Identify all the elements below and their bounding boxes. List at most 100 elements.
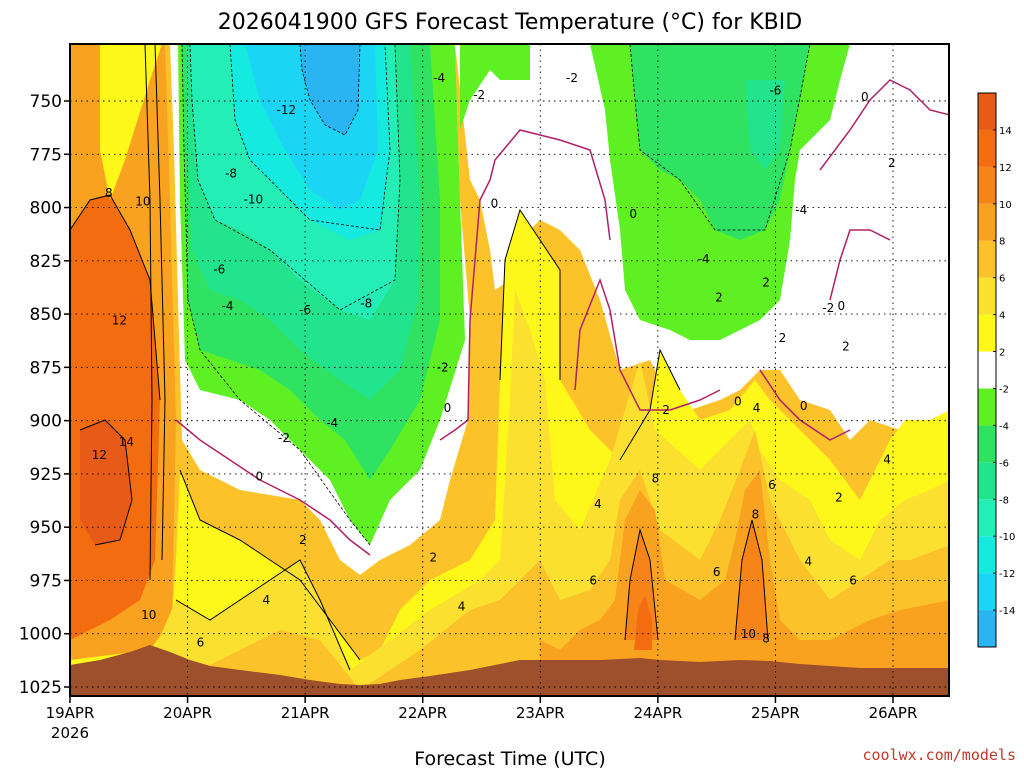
terrain	[70, 645, 949, 696]
x-tick-label: 22APR	[398, 704, 447, 722]
contour-label: 0	[837, 299, 845, 313]
contour-label: 2	[888, 156, 896, 170]
contour-label: -4	[326, 416, 338, 430]
contour-label: -2	[473, 88, 485, 102]
colorbar-swatch	[978, 610, 996, 647]
contour-label: 10	[135, 194, 150, 208]
colorbar-label: -14	[999, 606, 1015, 617]
contour-label: 0	[255, 469, 263, 483]
colorbar-label: -6	[999, 458, 1009, 469]
colorbar: -14 -12 -10 -8 -6 -4 -2 2 4 6 8 10 12 14	[977, 92, 1015, 648]
x-axis-label: Forecast Time (UTC)	[414, 748, 605, 768]
colorbar-swatch	[978, 499, 996, 537]
colorbar-frame	[977, 92, 997, 648]
credit-text[interactable]: coolwx.com/models	[862, 746, 1016, 764]
contour-label: 2	[835, 491, 843, 505]
contour-label: -4	[433, 71, 445, 85]
contour-label: 4	[753, 401, 761, 415]
contour-label: 0	[800, 399, 808, 413]
contour-label: 12	[112, 314, 127, 328]
contour-label: 6	[197, 636, 205, 650]
contour-label: 8	[105, 186, 113, 200]
contour-label: 4	[458, 599, 466, 613]
x-tick-label: 23APR	[516, 704, 565, 722]
contour-label: -4	[698, 252, 710, 266]
contour-label: 6	[713, 565, 721, 579]
colorbar-label: 12	[999, 163, 1012, 174]
y-tick-label: 800	[30, 199, 62, 219]
contour-label: -6	[213, 263, 225, 277]
x-axis: 19APR 20APR 21APR 22APR 23APR 24APR 25APR 26APR	[46, 696, 918, 722]
negative-contours	[181, 44, 811, 546]
zero-isotherm	[175, 79, 949, 556]
y-tick-label: 900	[30, 412, 62, 432]
x-axis-year: 2026	[51, 724, 89, 742]
contour-label: 6	[849, 574, 857, 588]
x-tick-label: 20APR	[163, 704, 212, 722]
x-tick-label: 24APR	[633, 704, 682, 722]
plot-area: -12-8-10-6-4 -6 -8-4-2024681012141210-4-2-…	[70, 44, 949, 696]
contour-label: 2	[842, 339, 850, 353]
colorbar-swatch	[978, 129, 996, 167]
x-tick-label: 26APR	[869, 704, 918, 722]
colorbar-swatch	[978, 536, 996, 574]
plot-frame	[69, 43, 950, 697]
contour-label: 2	[662, 403, 670, 417]
colorbar-label: -10	[999, 532, 1015, 543]
contour-labels: -12-8-10-6-4 -6 -8-4-2024681012141210-4-2-…	[92, 71, 896, 650]
y-tick-label: 875	[30, 358, 62, 378]
colorbar-label: -2	[999, 384, 1009, 395]
colorbar-swatch	[978, 351, 996, 389]
y-tick-label: 925	[30, 465, 62, 485]
contour-label: 4	[263, 593, 271, 607]
cold-region-minus14	[300, 44, 360, 135]
grid-lines	[70, 44, 949, 696]
contour-label: 4	[883, 452, 891, 466]
colorbar-swatch	[978, 388, 996, 426]
x-tick-label: 25APR	[751, 704, 800, 722]
contour-label: 2	[715, 290, 723, 304]
contour-label: 8	[752, 508, 760, 522]
colorbar-swatch	[978, 573, 996, 611]
contour-label: -12	[277, 103, 297, 117]
contour-lines	[70, 44, 769, 671]
y-tick-label: 825	[30, 252, 62, 272]
warm-band-10-b	[735, 520, 768, 640]
y-axis: 750 775 800 825 850 875 900 925 950 975 1000 1025	[19, 92, 70, 698]
contour-label: 10	[141, 608, 156, 622]
contour-label: -2	[822, 301, 834, 315]
x-tick-label: 21APR	[281, 704, 330, 722]
contour-label: -6	[769, 84, 781, 98]
contour-label: -8	[225, 167, 237, 181]
contour-label: 0	[861, 90, 869, 104]
warm-band-12	[634, 595, 652, 650]
colorbar-label: 4	[999, 311, 1005, 322]
contour-label: -6	[299, 303, 311, 317]
y-tick-label: 975	[30, 571, 62, 591]
colorbar-label: -8	[999, 495, 1009, 506]
contour-label: 8	[762, 631, 770, 645]
chart-title: 2026041900 GFS Forecast Temperature (°C)…	[218, 10, 802, 35]
colorbar-label: 6	[999, 274, 1005, 285]
colorbar-label: 10	[999, 200, 1012, 211]
y-tick-label: 850	[30, 305, 62, 325]
colorbar-label: 2	[999, 348, 1005, 359]
colorbar-swatch	[978, 240, 996, 278]
warm-region-12-14	[80, 420, 132, 545]
contour-label: 0	[491, 197, 499, 211]
y-tick-label: 775	[30, 145, 62, 165]
colorbar-swatch	[978, 93, 996, 130]
y-tick-label: 750	[30, 92, 62, 112]
contour-label: 0	[629, 207, 637, 221]
contour-label: -8	[360, 297, 372, 311]
contour-label: -2	[566, 71, 578, 85]
y-tick-label: 1000	[19, 625, 62, 645]
colorbar-label: 8	[999, 237, 1005, 248]
contour-label: 6	[768, 478, 776, 492]
y-tick-label: 950	[30, 518, 62, 538]
contour-label: 2	[299, 533, 307, 547]
contour-label: 2	[429, 550, 437, 564]
colorbar-swatch	[978, 166, 996, 204]
contour-label: -10	[244, 192, 264, 206]
